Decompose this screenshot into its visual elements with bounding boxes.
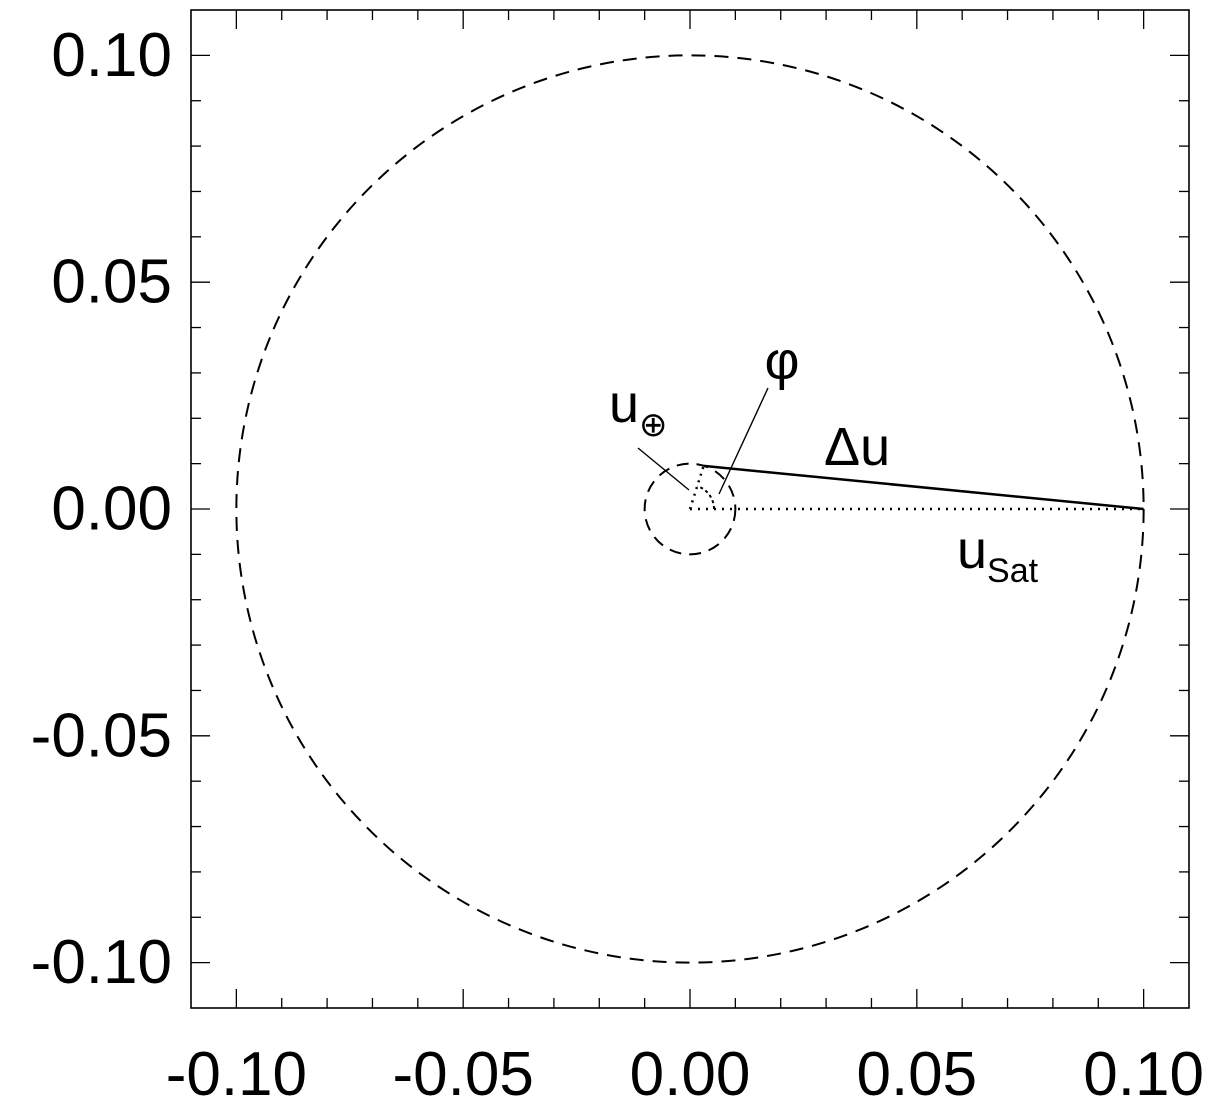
y-tick-label: 0.05 [51, 248, 172, 317]
inner-circle-dashed [643, 462, 737, 556]
x-tick-label: -0.05 [393, 1040, 534, 1103]
x-tick-label: 0.05 [856, 1040, 977, 1103]
y-tick-label: 0.10 [51, 21, 172, 90]
y-tick-label: -0.10 [31, 928, 172, 997]
x-tick-label: 0.00 [630, 1040, 751, 1103]
phi-leader-line [718, 387, 769, 495]
delta-u-segment [703, 464, 1144, 511]
leader-lines [637, 387, 769, 495]
u-sat-main: u [957, 520, 987, 580]
u-earth-leader-line [637, 447, 690, 491]
u-earth-label: u⊕ [609, 374, 668, 444]
delta-u-label: Δu [824, 417, 890, 477]
u-earth-vector-dotted [688, 465, 705, 510]
u-earth-main: u [609, 374, 639, 434]
tick-labels: -0.10 -0.05 0.00 0.05 0.10 -0.10 -0.05 0.00 0.05… [31, 21, 1204, 1103]
x-tick-label: 0.10 [1083, 1040, 1204, 1103]
u-earth-subscript: ⊕ [639, 406, 668, 444]
phi-angle-arc [696, 485, 715, 510]
geometry [235, 54, 1145, 964]
x-tick-label: -0.10 [166, 1040, 307, 1103]
tick-marks [191, 10, 1189, 1008]
y-tick-label: 0.00 [51, 475, 172, 544]
u-sat-label: uSat [957, 520, 1039, 590]
y-tick-label: -0.05 [31, 701, 172, 770]
annotations: φ Δu u⊕ uSat [609, 331, 1039, 590]
phi-label: φ [764, 331, 799, 391]
u-sat-subscript: Sat [987, 552, 1039, 590]
